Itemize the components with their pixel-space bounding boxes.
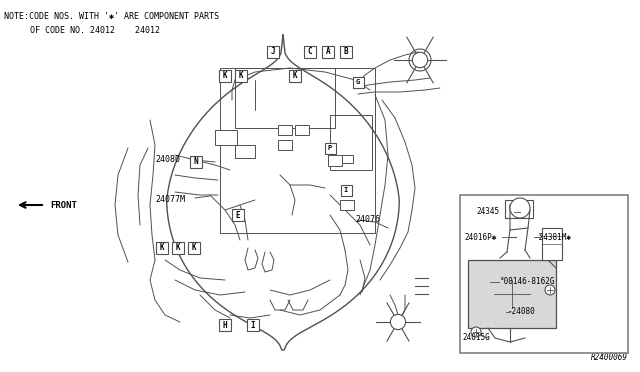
Text: J: J [271,48,275,57]
Bar [330,115,372,170]
Bar [190,156,202,168]
Bar [219,319,231,331]
Bar [342,155,353,163]
Bar [468,260,556,328]
Text: B: B [488,279,492,285]
Bar [289,70,301,82]
Text: K: K [160,244,164,253]
Bar [247,319,259,331]
Text: B: B [344,48,348,57]
Text: I: I [344,187,348,193]
Text: -24080: -24080 [508,308,536,317]
Text: 24076: 24076 [355,215,380,224]
Text: C: C [308,48,312,57]
Text: K: K [239,71,243,80]
Text: H: H [223,321,227,330]
Bar [460,195,628,353]
Bar [215,130,237,145]
Bar [505,200,533,218]
Bar [353,77,364,87]
Text: FRONT: FRONT [50,201,77,209]
Text: 24016P✱: 24016P✱ [464,232,497,241]
Bar [172,242,184,254]
Bar [304,46,316,58]
Text: °08146-8162G: °08146-8162G [500,278,556,286]
Text: 24345: 24345 [476,208,499,217]
Circle shape [545,285,555,295]
Text: 24015G: 24015G [462,334,490,343]
Bar [278,125,292,135]
Text: 24080: 24080 [155,155,180,164]
Text: K: K [176,244,180,253]
Text: OF CODE NO. 24012    24012: OF CODE NO. 24012 24012 [30,26,160,35]
Bar [188,242,200,254]
Circle shape [471,327,481,337]
Bar [220,68,375,233]
Bar [295,125,309,135]
Text: -24381M✱: -24381M✱ [535,232,572,241]
Text: P: P [328,145,332,151]
Bar [340,185,351,196]
Bar [340,200,354,210]
Bar [235,145,255,158]
Text: I: I [251,321,255,330]
Bar [542,228,562,260]
Circle shape [510,198,530,218]
Circle shape [482,274,498,290]
Circle shape [390,314,406,330]
Circle shape [412,52,428,68]
Bar [219,70,231,82]
Text: A: A [326,48,330,57]
Text: K: K [223,71,227,80]
Bar [267,46,279,58]
Text: N: N [194,157,198,167]
Text: R2400069: R2400069 [591,353,628,362]
Bar [278,140,292,150]
Text: G: G [356,79,360,85]
Bar [235,68,335,128]
Text: K: K [292,71,298,80]
Bar [328,155,342,166]
Bar [235,70,247,82]
Text: K: K [192,244,196,253]
Bar [324,142,335,154]
Text: M: M [539,205,543,215]
Text: E: E [236,211,240,219]
Bar [536,205,547,215]
Bar [232,209,244,221]
Bar [340,46,352,58]
Bar [156,242,168,254]
Text: 24077M: 24077M [155,196,185,205]
Text: NOTE:CODE NOS. WITH '✱' ARE COMPONENT PARTS: NOTE:CODE NOS. WITH '✱' ARE COMPONENT PA… [4,12,219,21]
Bar [322,46,334,58]
